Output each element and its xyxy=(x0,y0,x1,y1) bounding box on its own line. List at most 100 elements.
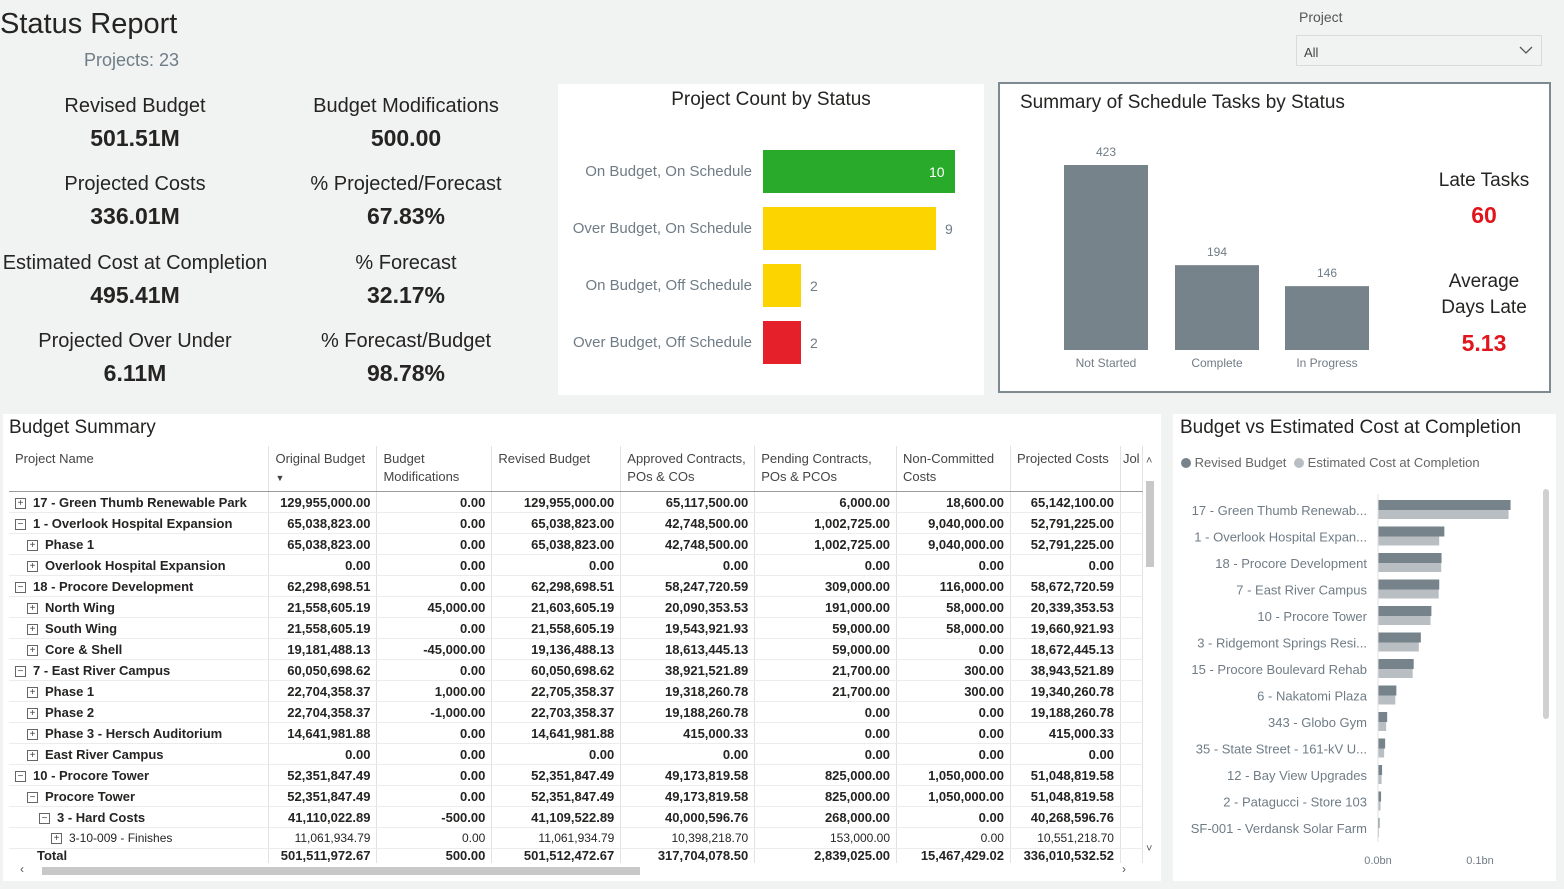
table-row[interactable]: −1 - Overlook Hospital Expansion 65,038,8… xyxy=(9,512,1143,534)
expand-icon[interactable]: + xyxy=(27,560,38,572)
project-name-label: 1 - Overlook Hospital Expansion xyxy=(33,515,233,531)
expand-icon[interactable]: + xyxy=(27,623,38,635)
expand-icon[interactable]: + xyxy=(15,497,26,509)
project-name-cell: +3-10-009 - Finishes xyxy=(9,827,270,849)
kpi-value: 98.78% xyxy=(366,360,445,386)
value-cell xyxy=(1120,680,1143,702)
total-value: 317,704,078.50 xyxy=(620,848,756,863)
project-category-label: 3 - Ridgemont Springs Resi... xyxy=(1197,636,1367,651)
project-filter-dropdown[interactable]: All xyxy=(1296,35,1542,66)
column-header[interactable]: Pending Contracts, POs & PCOs xyxy=(754,446,898,492)
collapse-icon[interactable]: − xyxy=(15,518,26,530)
kpi-value: 67.83% xyxy=(366,203,445,229)
table-row[interactable]: + Phase 1 22,704,358.37 1,000.00 22,705,358.… xyxy=(9,680,1143,702)
column-header[interactable]: Project Name xyxy=(9,446,270,492)
estimated-cost-bar xyxy=(1378,616,1431,625)
scroll-left-icon[interactable]: ‹ xyxy=(20,862,24,876)
table-row[interactable]: +17 - Green Thumb Renewable Park 129,955,… xyxy=(9,491,1143,513)
scroll-right-icon[interactable]: › xyxy=(1122,862,1126,876)
revised-budget-bar xyxy=(1378,553,1442,563)
table-row[interactable]: −18 - Procore Development 62,298,698.51 0.… xyxy=(9,575,1143,597)
project-category-label: 17 - Green Thumb Renewab... xyxy=(1192,503,1367,518)
expand-icon[interactable]: + xyxy=(27,686,38,698)
scrollbar-thumb[interactable] xyxy=(42,867,640,875)
kpi-pct-forecast-budget: % Forecast/Budget 98.78% xyxy=(271,330,541,387)
status-bar-value: 9 xyxy=(945,221,953,237)
chart-title: Project Count by Status xyxy=(671,89,871,110)
status-bar[interactable] xyxy=(763,264,801,307)
expand-icon[interactable]: + xyxy=(27,728,38,740)
table-row[interactable]: −7 - East River Campus 60,050,698.62 0.00 6… xyxy=(9,659,1143,681)
project-name-cell: + Phase 2 xyxy=(9,701,270,723)
scroll-up-icon[interactable]: ˄ xyxy=(1146,455,1153,467)
status-bar[interactable] xyxy=(763,321,801,364)
column-header[interactable]: Original Budget ▼ xyxy=(268,446,378,492)
project-name-label: 10 - Procore Tower xyxy=(33,767,150,783)
expand-icon[interactable]: + xyxy=(27,749,38,761)
status-category-label: Over Budget, On Schedule xyxy=(572,220,752,237)
status-bar[interactable] xyxy=(763,150,955,193)
collapse-icon[interactable]: − xyxy=(15,581,26,593)
column-header[interactable]: Projected Costs xyxy=(1010,446,1121,492)
table-row[interactable]: −10 - Procore Tower 52,351,847.49 0.00 52,3… xyxy=(9,764,1143,786)
column-header[interactable]: Non-Committed Costs xyxy=(896,446,1011,492)
value-cell: 62,298,698.51 xyxy=(491,575,622,597)
column-header[interactable]: Budget Modifications xyxy=(376,446,493,492)
table-row[interactable]: + North Wing 21,558,605.19 45,000.00 21,603,… xyxy=(9,596,1143,618)
task-bar xyxy=(1285,286,1369,350)
value-cell xyxy=(1120,617,1143,639)
value-cell: 0.00 xyxy=(754,701,898,723)
value-cell: 52,791,225.00 xyxy=(1010,533,1121,555)
column-header[interactable]: Revised Budget xyxy=(491,446,622,492)
status-bar[interactable] xyxy=(763,207,936,250)
value-cell: 19,318,260.78 xyxy=(620,680,756,702)
scroll-down-icon[interactable]: ˅ xyxy=(1146,843,1153,855)
table-row[interactable]: + Phase 1 65,038,823.00 0.00 65,038,823.00 42… xyxy=(9,533,1143,555)
table-row[interactable]: + East River Campus 0.00 0.00 0.00 0.00 0.00 0.… xyxy=(9,743,1143,765)
project-category-label: SF-001 - Verdansk Solar Farm xyxy=(1191,821,1367,836)
avg-days-late-label-line2: Days Late xyxy=(1441,297,1527,318)
estimated-cost-bar xyxy=(1378,775,1382,784)
legend-label-estimated: Estimated Cost at Completion xyxy=(1307,455,1480,470)
project-name-cell: + North Wing xyxy=(9,596,270,618)
table-row[interactable]: + Core & Shell 19,181,488.13 -45,000.00 19,1… xyxy=(9,638,1143,660)
project-count-by-status-card: Project Count by Status On Budget, On Sc… xyxy=(558,84,984,395)
collapse-icon[interactable]: − xyxy=(15,665,26,677)
table-row[interactable]: + Phase 3 - Hersch Auditorium 14,641,981.8… xyxy=(9,722,1143,744)
kpi-label: % Projected/Forecast xyxy=(310,173,502,195)
value-cell: 1,050,000.00 xyxy=(896,785,1011,807)
total-row: Total 501,511,972.67 500.00 501,512,472.67 3… xyxy=(9,848,1143,863)
expand-icon[interactable]: + xyxy=(27,539,38,551)
vertical-scrollbar[interactable]: ˄ ˅ xyxy=(1144,455,1157,860)
expand-icon[interactable]: + xyxy=(27,707,38,719)
value-cell: 0.00 xyxy=(896,554,1011,576)
expand-icon[interactable]: + xyxy=(27,644,38,656)
table-row[interactable]: + Phase 2 22,704,358.37 -1,000.00 22,703,358… xyxy=(9,701,1143,723)
table-row[interactable]: −3 - Hard Costs 41,110,022.89 -500.00 41,10… xyxy=(9,806,1143,828)
column-header[interactable]: Approved Contracts, POs & COs xyxy=(620,446,756,492)
table-row[interactable]: − Procore Tower 52,351,847.49 0.00 52,351,84… xyxy=(9,785,1143,807)
table-row[interactable]: + Overlook Hospital Expansion 0.00 0.00 0.00… xyxy=(9,554,1143,576)
collapse-icon[interactable]: − xyxy=(15,770,26,782)
horizontal-scrollbar[interactable]: ‹ › xyxy=(20,862,1138,877)
table-row[interactable]: +3-10-009 - Finishes 11,061,934.79 0.00 11,… xyxy=(9,827,1143,849)
collapse-icon[interactable]: − xyxy=(27,791,38,803)
table-row[interactable]: + South Wing 21,558,605.19 0.00 21,558,605.1… xyxy=(9,617,1143,639)
value-cell: 6,000.00 xyxy=(754,491,898,513)
value-cell: 9,040,000.00 xyxy=(896,512,1011,534)
page-title: Status Report xyxy=(0,8,178,40)
expand-icon[interactable]: + xyxy=(27,602,38,614)
collapse-icon[interactable]: − xyxy=(39,812,50,824)
scrollbar-thumb[interactable] xyxy=(1146,481,1154,567)
project-name-cell: −7 - East River Campus xyxy=(9,659,270,681)
vertical-scrollbar[interactable] xyxy=(1543,489,1549,719)
expand-icon[interactable]: + xyxy=(51,833,62,845)
project-name-cell: + South Wing xyxy=(9,617,270,639)
project-name-label: Phase 2 xyxy=(45,704,95,720)
column-header[interactable]: Jol xyxy=(1120,446,1143,492)
kpi-projected-over-under: Projected Over Under 6.11M xyxy=(0,330,270,387)
late-tasks-value: 60 xyxy=(1471,202,1497,228)
value-cell: -1,000.00 xyxy=(376,701,493,723)
task-category-label: Not Started xyxy=(1076,356,1137,370)
kpi-estimated-cost-completion: Estimated Cost at Completion 495.41M xyxy=(0,252,270,309)
